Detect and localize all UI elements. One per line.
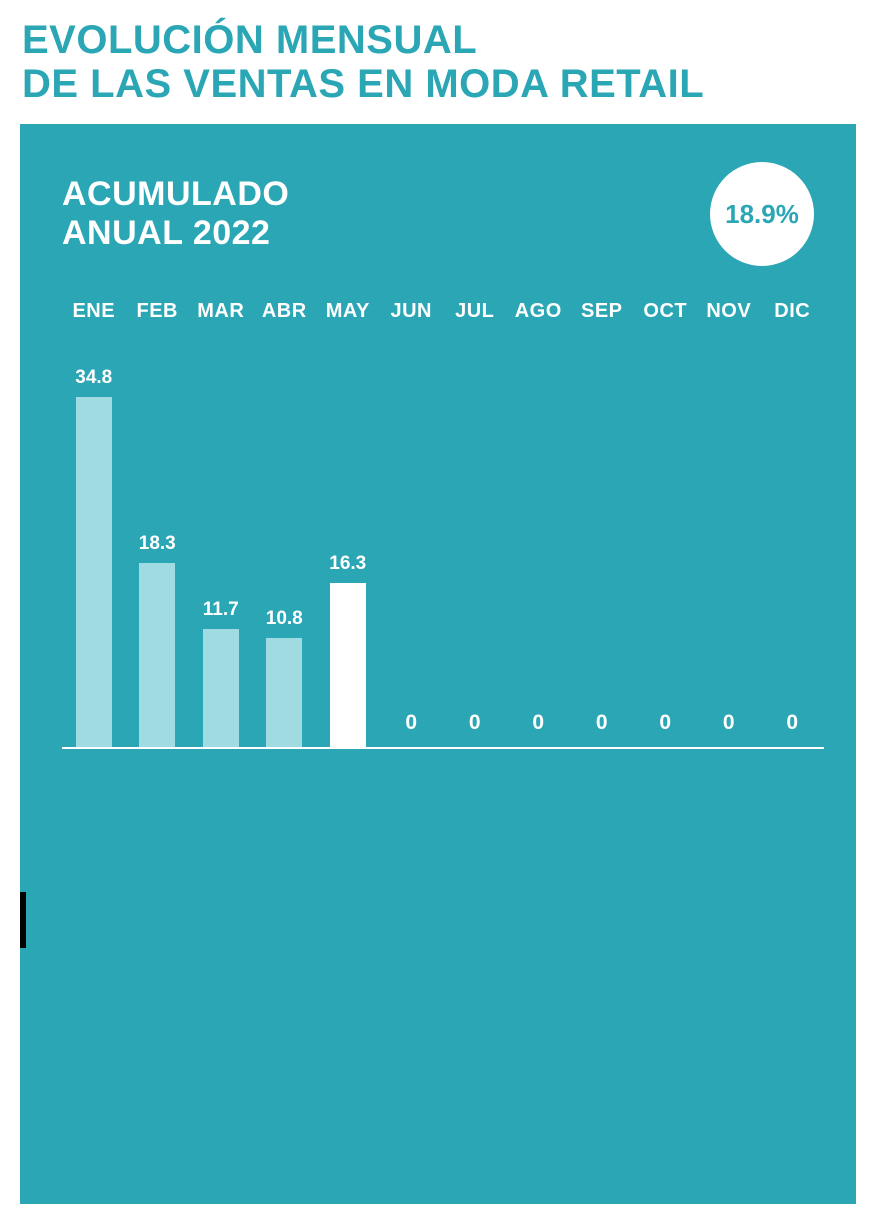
bar-cell: 11.7 <box>189 363 253 747</box>
month-label: ABR <box>253 300 317 323</box>
bar-zero-label: 0 <box>723 711 735 735</box>
bar-chart: ENEFEBMARABRMAYJUNJULAGOSEPOCTNOVDIC 34.… <box>62 300 824 749</box>
bar: 18.3 <box>139 563 175 747</box>
bar-cell: 18.3 <box>126 363 190 747</box>
month-label: ENE <box>62 300 126 323</box>
month-label: FEB <box>126 300 190 323</box>
bar-zero-label: 0 <box>596 711 608 735</box>
bar-value-label: 10.8 <box>266 608 303 630</box>
bar-value-label: 16.3 <box>329 553 366 575</box>
month-label: MAY <box>316 300 380 323</box>
bar-zero-label: 0 <box>659 711 671 735</box>
bar-zero-label: 0 <box>786 711 798 735</box>
month-label: SEP <box>570 300 634 323</box>
page-title: EVOLUCIÓN MENSUAL DE LAS VENTAS EN MODA … <box>0 0 876 114</box>
page-title-line2: DE LAS VENTAS EN MODA RETAIL <box>22 62 704 106</box>
annual-percent-badge: 18.9% <box>710 162 814 266</box>
month-label: MAR <box>189 300 253 323</box>
left-edge-marker <box>20 892 26 948</box>
bar: 34.8 <box>76 397 112 747</box>
bar-value-label: 34.8 <box>75 367 112 389</box>
bar-zero-label: 0 <box>469 711 481 735</box>
bar-cell: 0 <box>634 363 698 747</box>
bar-highlight: 16.3 <box>330 583 366 747</box>
bar-zero-label: 0 <box>532 711 544 735</box>
annual-percent-value: 18.9% <box>725 199 799 230</box>
bar-value-label: 11.7 <box>203 599 239 621</box>
bar-cell: 10.8 <box>253 363 317 747</box>
panel-subtitle-line1: ACUMULADO <box>62 175 289 213</box>
bar-cell: 34.8 <box>62 363 126 747</box>
month-label: JUL <box>443 300 507 323</box>
bar-cell: 0 <box>443 363 507 747</box>
bar-zero-label: 0 <box>405 711 417 735</box>
bar: 11.7 <box>203 629 239 747</box>
month-label: NOV <box>697 300 761 323</box>
month-label: OCT <box>634 300 698 323</box>
bar-cell: 16.3 <box>316 363 380 747</box>
chart-panel: ACUMULADO ANUAL 2022 18.9% ENEFEBMARABRM… <box>20 124 856 1204</box>
bar-cell: 0 <box>697 363 761 747</box>
bar-cell: 0 <box>507 363 571 747</box>
bar-cell: 0 <box>761 363 825 747</box>
panel-subtitle: ACUMULADO ANUAL 2022 <box>62 175 289 253</box>
bar-value-label: 18.3 <box>139 533 176 555</box>
panel-header: ACUMULADO ANUAL 2022 18.9% <box>20 124 856 266</box>
page-title-line1: EVOLUCIÓN MENSUAL <box>22 18 477 62</box>
bar-cell: 0 <box>570 363 634 747</box>
bar: 10.8 <box>266 638 302 747</box>
month-axis: ENEFEBMARABRMAYJUNJULAGOSEPOCTNOVDIC <box>62 300 824 323</box>
panel-subtitle-line2: ANUAL 2022 <box>62 214 270 252</box>
month-label: DIC <box>761 300 825 323</box>
month-label: JUN <box>380 300 444 323</box>
bars-area: 34.8 18.3 11.7 10.8 16.3 0 0 0 0 0 0 0 <box>62 363 824 749</box>
bar-cell: 0 <box>380 363 444 747</box>
month-label: AGO <box>507 300 571 323</box>
